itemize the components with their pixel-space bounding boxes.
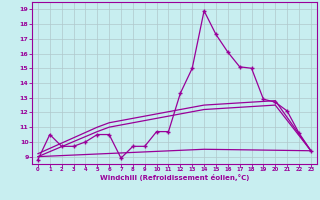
X-axis label: Windchill (Refroidissement éolien,°C): Windchill (Refroidissement éolien,°C) xyxy=(100,174,249,181)
